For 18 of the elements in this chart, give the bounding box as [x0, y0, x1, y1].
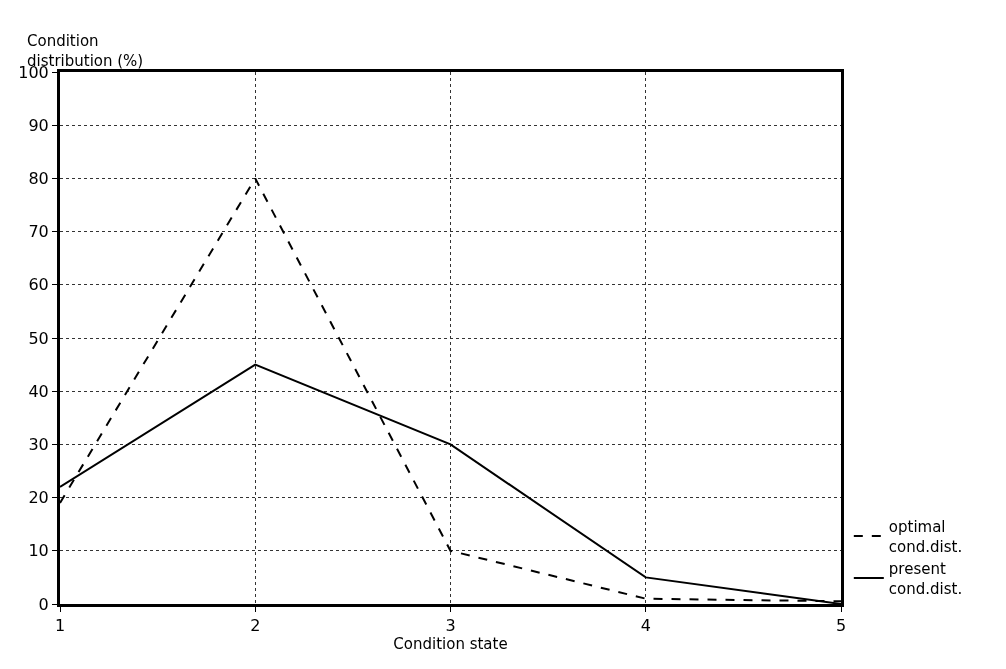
y-tick-label: 10 [28, 541, 49, 561]
y-tick-label: 20 [28, 488, 49, 508]
x-axis-title: Condition state [393, 635, 508, 654]
x-tick-label: 2 [250, 616, 261, 636]
x-tick-label: 3 [445, 616, 456, 636]
x-tick-label: 5 [835, 616, 847, 636]
legend-label: optimal cond.dist. [888, 518, 963, 556]
x-tick-label: 1 [54, 616, 66, 636]
y-tick-label: 80 [28, 169, 49, 188]
y-tick-label: 70 [28, 222, 49, 242]
y-tick-label: 90 [28, 115, 49, 135]
y-tick-label: 0 [38, 594, 49, 614]
y-tick-label: 40 [28, 381, 49, 401]
y-tick-label: 30 [28, 435, 49, 454]
x-tick-label: 4 [640, 616, 651, 636]
y-tick-label: 50 [28, 328, 49, 348]
legend-label: present cond.dist. [888, 560, 963, 598]
y-tick-label: 60 [28, 275, 49, 295]
